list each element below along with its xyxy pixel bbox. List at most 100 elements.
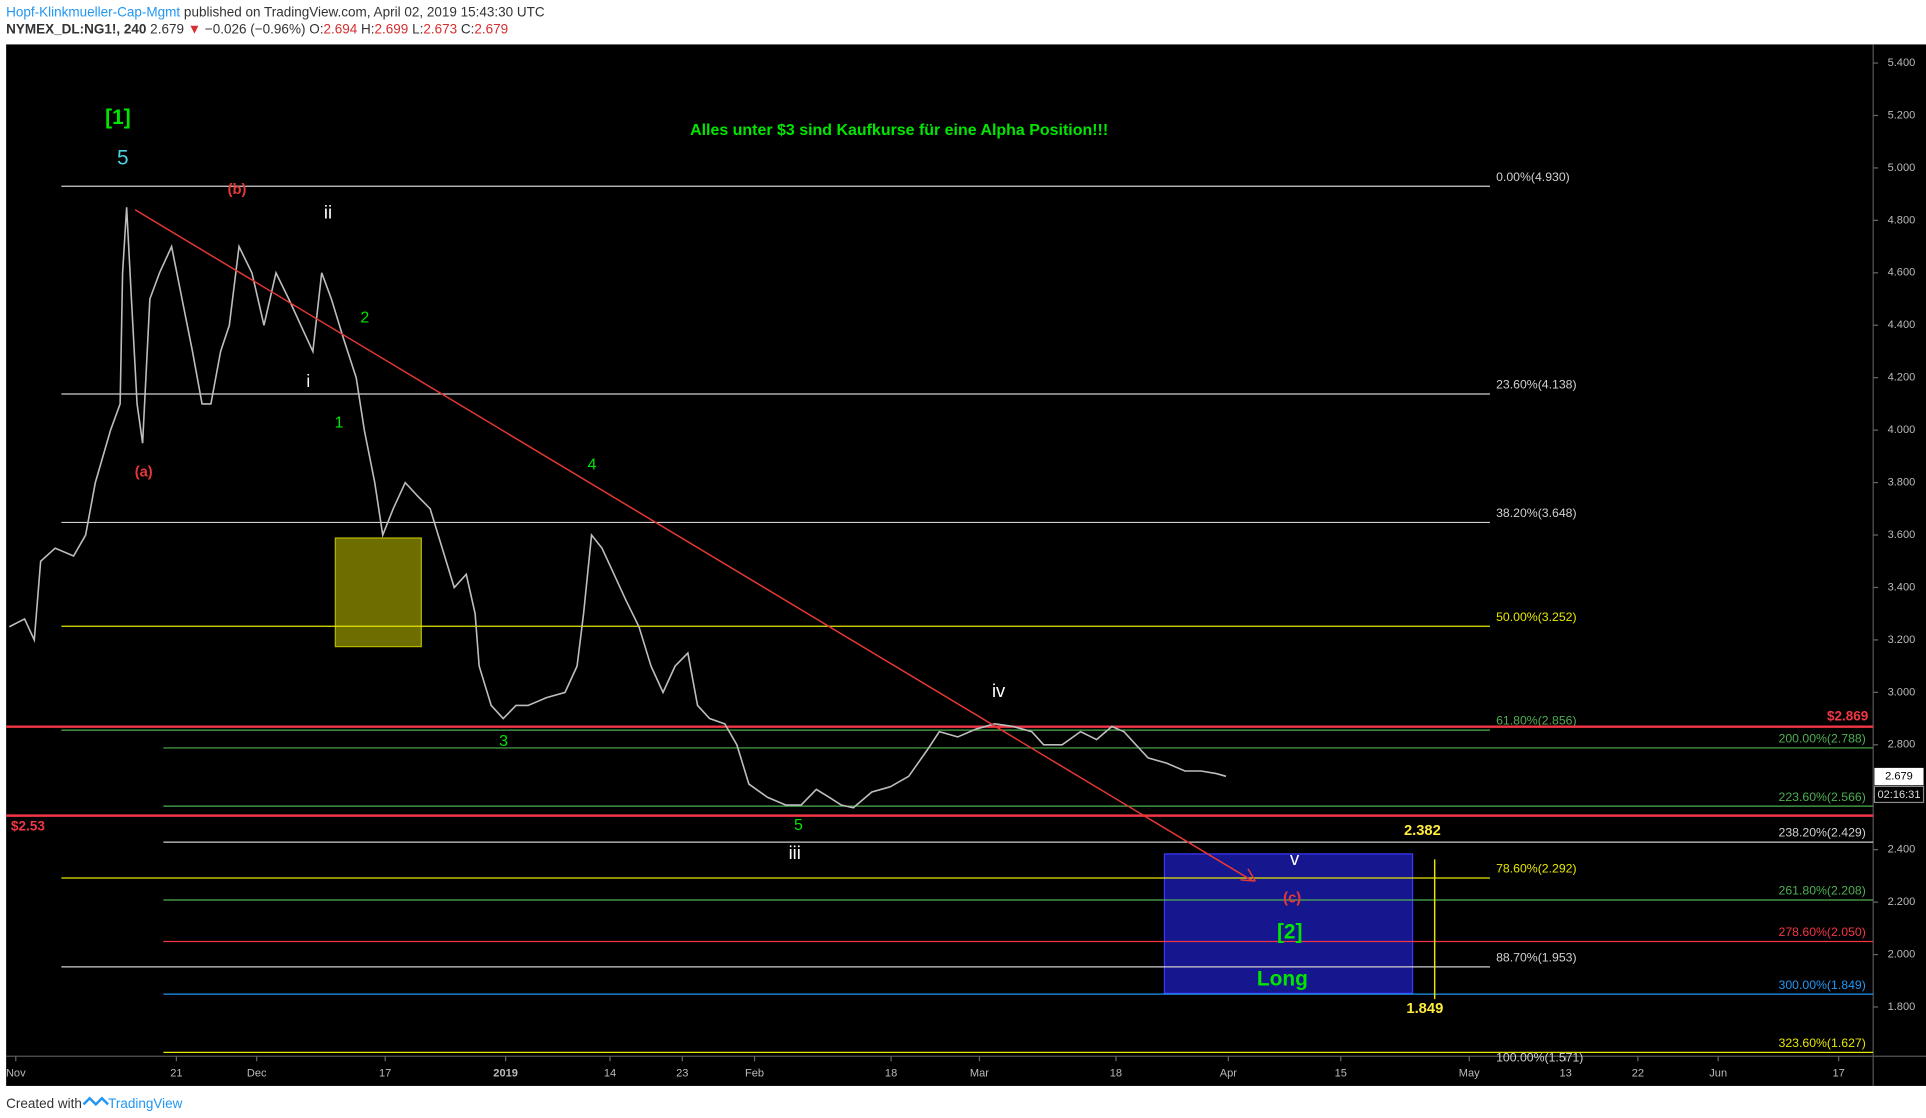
y-tick-label: 2.400: [1888, 844, 1916, 856]
target-box: [1163, 853, 1414, 994]
trend-arrow: [1240, 868, 1256, 882]
x-tick-label: May: [1459, 1067, 1480, 1079]
wave-label: 4: [588, 456, 597, 473]
x-tick-label: 2019: [493, 1067, 518, 1079]
author[interactable]: Hopf-Klinkmueller-Cap-Mgmt: [6, 4, 180, 19]
open-label: O:: [309, 21, 323, 36]
x-tick-label: 17: [379, 1067, 391, 1079]
y-tick-label: 1.800: [1888, 1001, 1916, 1013]
wave-label: 2: [360, 310, 369, 327]
y-tick-label: 3.000: [1888, 686, 1916, 698]
trend-line: [134, 209, 1254, 882]
fib-label: 61.80%(2.856): [1496, 714, 1576, 728]
wave-label: (c): [1283, 890, 1301, 906]
wave-label: (b): [228, 182, 247, 198]
x-tick-label: Feb: [745, 1067, 764, 1079]
fib-label: 50.00%(3.252): [1496, 610, 1576, 624]
x-tick-label: 17: [1833, 1067, 1845, 1079]
published: published on TradingView.com, April 02, …: [184, 4, 545, 19]
wave-label: Long: [1257, 967, 1308, 990]
close: 2.679: [474, 21, 508, 36]
timer: 02:16:31: [1877, 789, 1920, 801]
fib-label: 223.60%(2.566): [1778, 790, 1865, 804]
x-tick-label: Dec: [247, 1067, 267, 1079]
y-tick-label: 3.800: [1888, 476, 1916, 488]
chart-title: Alles unter $3 sind Kaufkurse für eine A…: [690, 122, 1108, 139]
x-tick-label: Jun: [1709, 1067, 1727, 1079]
x-tick-label: Apr: [1220, 1067, 1238, 1079]
x-tick-label: 23: [676, 1067, 688, 1079]
wave-label: v: [1290, 848, 1300, 869]
zone-box: [334, 537, 422, 648]
y-tick-label: 4.200: [1888, 372, 1916, 384]
x-tick-label: Nov: [6, 1067, 26, 1079]
y-tick-label: 2.200: [1888, 896, 1916, 908]
last-price: 2.679: [1885, 770, 1913, 782]
fib-label: 278.60%(2.050): [1778, 925, 1865, 939]
plot-background: [6, 44, 1926, 1086]
x-tick-label: 15: [1335, 1067, 1347, 1079]
y-tick-label: 5.200: [1888, 109, 1916, 121]
y-tick-label: 3.200: [1888, 634, 1916, 646]
fib-label: 88.70%(1.953): [1496, 950, 1576, 964]
fib-label: 323.60%(1.627): [1778, 1036, 1865, 1050]
wave-label: 1: [335, 414, 344, 431]
y-tick-label: 2.800: [1888, 739, 1916, 751]
y-tick-label: 4.400: [1888, 319, 1916, 331]
x-tick-label: 21: [170, 1067, 182, 1079]
last: 2.679: [150, 21, 184, 36]
high: 2.699: [375, 21, 409, 36]
y-tick-label: 2.000: [1888, 948, 1916, 960]
arrow: ▼: [188, 21, 201, 36]
symbol-line: NYMEX_DL:NG1!, 240 2.679 ▼ −0.026 (−0.96…: [6, 21, 508, 36]
fib-label: 200.00%(2.788): [1778, 732, 1865, 746]
open: 2.694: [323, 21, 357, 36]
wave-label: [1]: [105, 106, 131, 129]
fib-label: 100.00%(1.571): [1496, 1051, 1583, 1065]
y-tick-label: 5.400: [1888, 57, 1916, 69]
y-tick-label: 5.000: [1888, 162, 1916, 174]
wave-label: [2]: [1277, 920, 1303, 943]
change: −0.026 (−0.96%): [205, 21, 306, 36]
price-line-label: $2.869: [1827, 708, 1869, 723]
header-line: Hopf-Klinkmueller-Cap-Mgmt published on …: [6, 4, 545, 19]
wave-label: iv: [992, 680, 1006, 701]
close-label: C:: [461, 21, 475, 36]
target-label: 2.382: [1404, 823, 1441, 839]
last-price-box: [1874, 767, 1924, 786]
wave-label: (a): [135, 465, 153, 481]
fib-label: 78.60%(2.292): [1496, 862, 1576, 876]
wave-label: 5: [117, 147, 129, 170]
high-label: H:: [361, 21, 375, 36]
x-tick-label: 18: [1110, 1067, 1122, 1079]
x-tick-label: 13: [1559, 1067, 1571, 1079]
symbol: NYMEX_DL:NG1!, 240: [6, 21, 146, 36]
timer-box: [1873, 785, 1925, 804]
fib-label: 0.00%(4.930): [1496, 170, 1570, 184]
footer-created: Created with: [6, 1096, 82, 1111]
x-tick-label: Mar: [970, 1067, 989, 1079]
footer-brand[interactable]: TradingView: [108, 1096, 183, 1111]
wave-label: 5: [794, 817, 803, 834]
wave-label: 3: [499, 733, 508, 750]
brand-logo: [82, 1096, 109, 1107]
price-line-series: [8, 207, 1227, 809]
price-line-label: $2.53: [11, 818, 45, 833]
wave-label: iii: [789, 842, 801, 863]
low-label: L:: [412, 21, 423, 36]
x-tick-label: 18: [885, 1067, 897, 1079]
y-tick-label: 3.600: [1888, 529, 1916, 541]
y-tick-label: 4.800: [1888, 214, 1916, 226]
x-tick-label: 14: [604, 1067, 616, 1079]
fib-label: 238.20%(2.429): [1778, 826, 1865, 840]
target-label: 1.849: [1406, 1001, 1443, 1017]
wave-label: ii: [324, 201, 332, 222]
fib-label: 38.20%(3.648): [1496, 506, 1576, 520]
y-tick-label: 4.000: [1888, 424, 1916, 436]
fib-label: 261.80%(2.208): [1778, 884, 1865, 898]
fib-label: 23.60%(4.138): [1496, 378, 1576, 392]
y-tick-label: 4.600: [1888, 267, 1916, 279]
low: 2.673: [423, 21, 457, 36]
